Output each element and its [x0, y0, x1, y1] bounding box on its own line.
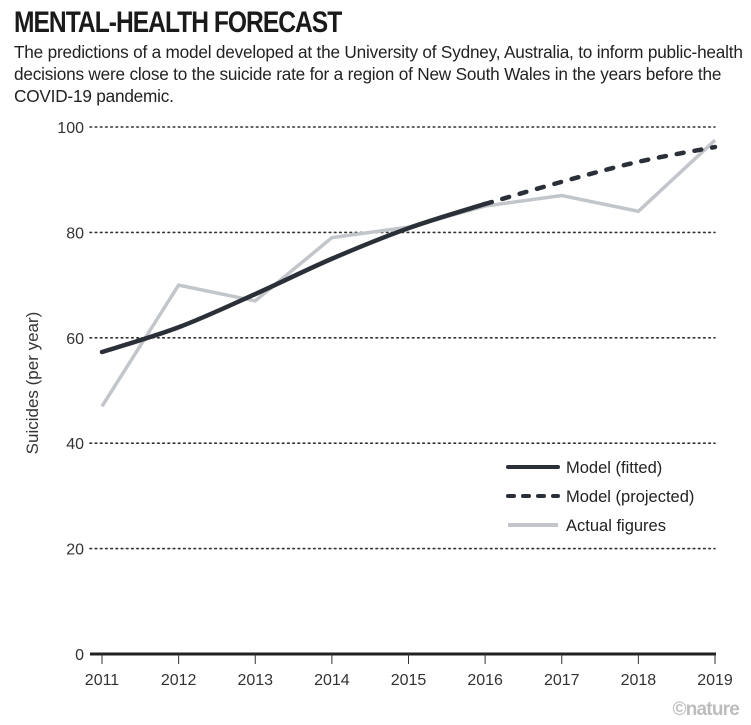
nature-credit-logo: ©nature: [672, 699, 740, 720]
legend-label: Actual figures: [566, 517, 666, 535]
legend-item: Model (projected): [506, 488, 694, 506]
x-tick-label: 2016: [467, 672, 503, 689]
legend-item: Model (fitted): [506, 459, 662, 477]
y-tick-label: 0: [75, 647, 84, 664]
legend-label: Model (fitted): [566, 459, 662, 477]
x-tick-label: 2014: [314, 672, 350, 689]
x-tick-label: 2019: [697, 672, 733, 689]
x-tick-label: 2018: [621, 672, 657, 689]
legend-label: Model (projected): [566, 488, 694, 506]
x-tick-label: 2012: [161, 672, 197, 689]
series-model-fitted: [99, 201, 488, 355]
gridlines: [89, 126, 716, 550]
x-tick-label: 2017: [544, 672, 580, 689]
x-tick-label: 2013: [237, 672, 273, 689]
series-lines: [99, 138, 718, 408]
legend-item: Actual figures: [508, 517, 666, 535]
y-tick-label: 40: [66, 436, 84, 453]
x-tick-label: 2011: [85, 672, 120, 689]
legend: Model (fitted) Model (projected) Actual fi…: [506, 459, 694, 535]
y-axis-ticks: 0 20 40 60 80 100: [57, 120, 84, 664]
series-actual-figures: [100, 138, 717, 408]
series-model-projected: [482, 144, 718, 207]
y-tick-label: 20: [66, 542, 84, 559]
y-tick-label: 100: [57, 120, 84, 137]
chart-title: MENTAL-HEALTH FORECAST: [14, 6, 342, 39]
x-axis: 2011 2012 2013 2014 2015 2016 2017 2018 2019: [85, 652, 733, 689]
x-tick-label: 2015: [391, 672, 427, 689]
y-tick-label: 80: [66, 225, 84, 242]
y-axis-title: Suicides (per year): [23, 312, 42, 455]
chart-subtitle: The predictions of a model developed at …: [14, 42, 743, 106]
y-tick-label: 60: [66, 331, 84, 348]
